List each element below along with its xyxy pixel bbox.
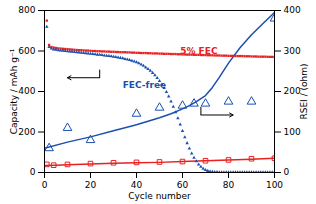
svg-text:40: 40 xyxy=(131,180,143,190)
svg-text:5% FEC: 5% FEC xyxy=(180,46,218,56)
svg-text:20: 20 xyxy=(85,180,97,190)
svg-text:100: 100 xyxy=(266,180,283,190)
svg-text:400: 400 xyxy=(284,5,301,15)
svg-text:0: 0 xyxy=(42,180,48,190)
svg-text:100: 100 xyxy=(284,127,301,137)
svg-text:200: 200 xyxy=(18,127,35,137)
svg-text:0: 0 xyxy=(284,167,290,177)
svg-text:FEC-free: FEC-free xyxy=(123,80,166,90)
svg-text:80: 80 xyxy=(223,180,235,190)
svg-text:Cycle number: Cycle number xyxy=(128,191,191,201)
svg-text:60: 60 xyxy=(177,180,189,190)
svg-text:600: 600 xyxy=(18,46,35,56)
svg-text:400: 400 xyxy=(18,86,35,96)
svg-text:200: 200 xyxy=(283,86,301,97)
svg-text:300: 300 xyxy=(284,46,301,56)
svg-text:0: 0 xyxy=(30,167,36,177)
svg-text:Capacity / mAh g⁻¹: Capacity / mAh g⁻¹ xyxy=(9,48,19,134)
svg-text:800: 800 xyxy=(18,5,35,15)
svg-text:RSEI / (ohm): RSEI / (ohm) xyxy=(299,63,309,119)
